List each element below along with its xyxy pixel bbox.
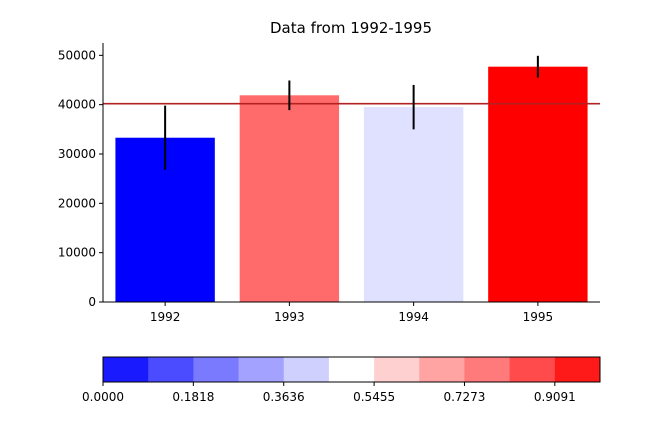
- plot-area: 0 10000 20000 30000 40000 50000 1992 1993 1994 19…: [58, 43, 600, 324]
- x-tick-label: 1995: [523, 310, 554, 324]
- chart-title: Data from 1992-1995: [270, 19, 432, 37]
- bar-1993: [239, 95, 340, 302]
- colorbar-segment: [238, 357, 285, 382]
- colorbar-segment: [509, 357, 556, 382]
- colorbar-tick-label: 0.7273: [443, 390, 485, 404]
- y-tick-label: 50000: [58, 48, 96, 62]
- y-tick-label: 10000: [58, 246, 96, 260]
- y-tick-label: 40000: [58, 98, 96, 112]
- colorbar-tick-label: 0.9091: [534, 390, 576, 404]
- colorbar-segment: [193, 357, 240, 382]
- x-tick-label: 1992: [150, 310, 181, 324]
- x-tick-label: 1993: [274, 310, 305, 324]
- colorbar-segment: [554, 357, 601, 382]
- colorbar-segment: [103, 357, 149, 382]
- colorbar: 0.0000 0.1818 0.3636 0.5455 0.7273 0.9091: [82, 356, 601, 404]
- y-tick-label: 0: [88, 295, 96, 309]
- colorbar-tick-label: 0.1818: [172, 390, 214, 404]
- bar-1994: [363, 107, 464, 302]
- y-tick-label: 20000: [58, 196, 96, 210]
- colorbar-tick-label: 0.5455: [353, 390, 395, 404]
- colorbar-outline: [102, 356, 601, 383]
- colorbar-segment: [374, 357, 420, 382]
- colorbar-tick-label: 0.3636: [263, 390, 305, 404]
- y-tick-label: 30000: [58, 147, 96, 161]
- colorbar-segment: [148, 357, 194, 382]
- colorbar-segment: [283, 357, 330, 382]
- colorbar-segment: [328, 357, 375, 382]
- bar-1995: [488, 66, 588, 303]
- colorbar-segment: [464, 357, 511, 382]
- colorbar-segment: [419, 357, 465, 382]
- x-tick-label: 1994: [398, 310, 429, 324]
- colorbar-tick-label: 0.0000: [82, 390, 124, 404]
